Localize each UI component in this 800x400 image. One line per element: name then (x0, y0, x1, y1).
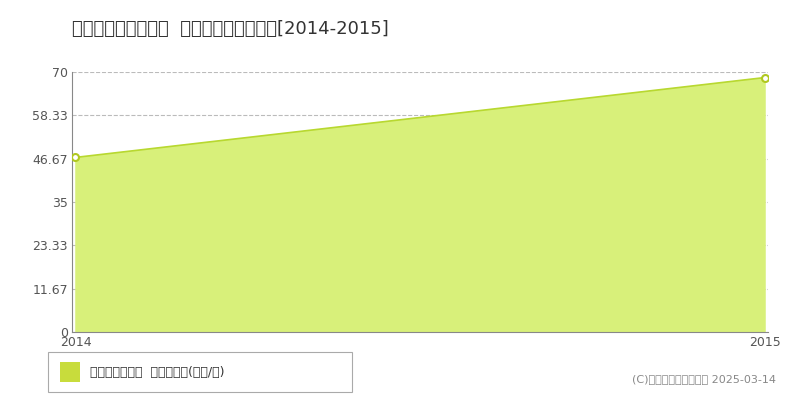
Text: 静岡市駿河区桃園町  マンション価格推移[2014-2015]: 静岡市駿河区桃園町 マンション価格推移[2014-2015] (72, 20, 389, 38)
Text: (C)土地価格ドットコム 2025-03-14: (C)土地価格ドットコム 2025-03-14 (632, 374, 776, 384)
Text: マンション価格  平均坪単価(万円/坪): マンション価格 平均坪単価(万円/坪) (90, 366, 224, 378)
